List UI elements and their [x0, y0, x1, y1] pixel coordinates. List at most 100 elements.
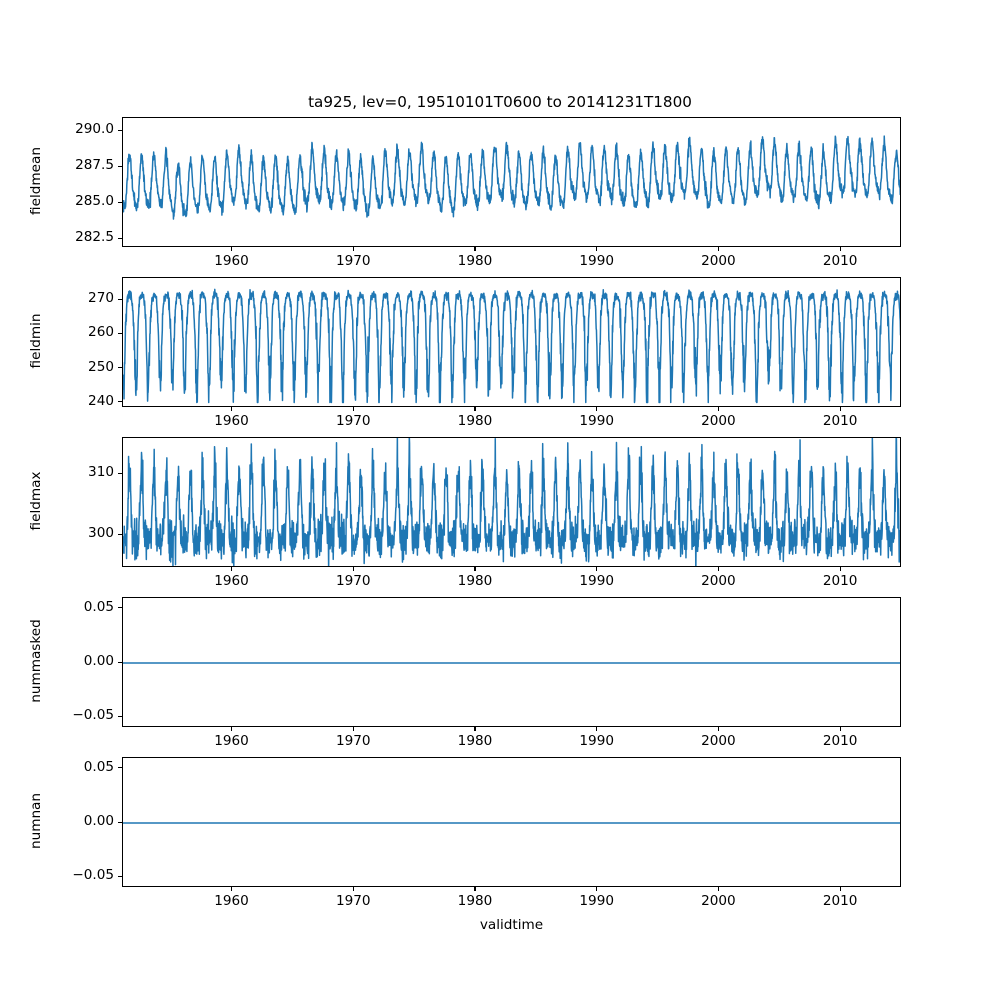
y-tick-label-fieldmin-3: 270 [88, 290, 114, 307]
y-tickmark-fieldmean-2 [117, 165, 122, 167]
y-tickmark-nummasked-2 [117, 607, 122, 609]
x-tick-label-numnan-5: 2010 [822, 893, 858, 909]
y-tick-label-fieldmax-0: 300 [88, 525, 114, 542]
figure-title: ta925, lev=0, 19510101T0600 to 20141231T… [308, 93, 692, 111]
x-tick-label-fieldmax-4: 2000 [701, 573, 736, 589]
y-tick-label-fieldmin-1: 250 [88, 358, 114, 375]
x-tick-label-numnan-4: 2000 [701, 893, 736, 909]
plot-panel-nummasked [122, 597, 901, 727]
plot-panel-fieldmax [122, 437, 901, 567]
y-axis-label-numnan: numnan [28, 792, 44, 850]
x-tickmark-fieldmax-2 [474, 567, 476, 572]
y-tickmark-fieldmax-0 [117, 533, 122, 535]
x-tickmark-nummasked-1 [352, 727, 354, 732]
x-tickmark-fieldmin-3 [596, 407, 598, 412]
x-tickmark-fieldmax-0 [231, 567, 233, 572]
x-tick-label-nummasked-2: 1980 [457, 733, 493, 749]
y-tick-label-nummasked-2: 0.05 [83, 598, 114, 615]
series-canvas-numnan [123, 822, 900, 824]
y-tick-label-fieldmean-2: 287.5 [75, 157, 114, 174]
x-tickmark-fieldmean-5 [839, 247, 841, 252]
x-tickmark-nummasked-0 [231, 727, 233, 732]
x-tick-label-fieldmin-3: 1990 [579, 413, 614, 429]
y-tick-label-fieldmin-2: 260 [88, 324, 114, 341]
x-tick-label-fieldmax-2: 1980 [457, 573, 493, 589]
y-tick-label-numnan-0: −0.05 [72, 867, 114, 884]
x-tick-label-nummasked-0: 1960 [214, 733, 249, 749]
x-tick-label-numnan-0: 1960 [214, 893, 249, 909]
x-tick-label-fieldmax-1: 1970 [335, 573, 371, 589]
x-tickmark-fieldmin-2 [474, 407, 476, 412]
data-line-fieldmax [123, 438, 900, 566]
x-tick-label-nummasked-4: 2000 [701, 733, 736, 749]
x-tickmark-fieldmean-1 [352, 247, 354, 252]
x-tickmark-nummasked-3 [596, 727, 598, 732]
x-tickmark-numnan-0 [231, 887, 233, 892]
x-tickmark-fieldmean-4 [717, 247, 719, 252]
x-tickmark-fieldmean-0 [231, 247, 233, 252]
series-canvas-fieldmax [123, 438, 900, 566]
x-tick-label-fieldmean-4: 2000 [701, 253, 736, 269]
x-tick-label-fieldmin-0: 1960 [214, 413, 249, 429]
y-tick-label-fieldmax-1: 310 [88, 464, 114, 481]
series-canvas-fieldmean [123, 135, 900, 220]
x-tickmark-fieldmean-2 [474, 247, 476, 252]
x-tick-label-nummasked-1: 1970 [335, 733, 371, 749]
x-tick-label-numnan-3: 1990 [579, 893, 614, 909]
y-tickmark-numnan-2 [117, 767, 122, 769]
plot-panel-numnan [122, 757, 901, 887]
x-tick-label-fieldmin-1: 1970 [335, 413, 371, 429]
series-canvas-nummasked [123, 662, 900, 664]
x-tickmark-fieldmin-0 [231, 407, 233, 412]
x-tickmark-numnan-4 [717, 887, 719, 892]
x-tick-label-fieldmin-4: 2000 [701, 413, 736, 429]
y-tickmark-fieldmin-0 [117, 401, 122, 403]
plot-panel-fieldmean [122, 117, 901, 247]
y-tickmark-fieldmax-1 [117, 472, 122, 474]
x-tickmark-fieldmean-3 [596, 247, 598, 252]
x-tick-label-fieldmax-3: 1990 [579, 573, 614, 589]
y-tick-label-fieldmean-3: 290.0 [75, 121, 114, 137]
x-tickmark-fieldmax-5 [839, 567, 841, 572]
x-tickmark-fieldmax-4 [717, 567, 719, 572]
y-tick-label-nummasked-0: −0.05 [72, 707, 114, 724]
data-line-fieldmean [123, 135, 900, 220]
x-tick-label-fieldmax-5: 2010 [822, 573, 858, 589]
x-tickmark-fieldmax-3 [596, 567, 598, 572]
y-tickmark-fieldmin-2 [117, 332, 122, 334]
y-tick-label-fieldmin-0: 240 [88, 392, 114, 409]
plot-panel-fieldmin [122, 277, 901, 407]
x-tick-label-nummasked-3: 1990 [579, 733, 614, 749]
y-tickmark-nummasked-1 [117, 661, 122, 663]
y-tickmark-numnan-1 [117, 821, 122, 823]
y-tick-label-nummasked-1: 0.00 [83, 653, 114, 669]
data-line-fieldmin [123, 288, 900, 404]
x-tickmark-fieldmin-5 [839, 407, 841, 412]
x-tickmark-numnan-3 [596, 887, 598, 892]
x-tick-label-fieldmean-3: 1990 [579, 253, 614, 269]
x-tick-label-fieldmean-0: 1960 [214, 253, 249, 269]
y-tickmark-numnan-0 [117, 875, 122, 877]
x-tickmark-nummasked-2 [474, 727, 476, 732]
x-tick-label-nummasked-5: 2010 [822, 733, 858, 749]
x-tickmark-fieldmin-1 [352, 407, 354, 412]
y-tickmark-fieldmean-0 [117, 237, 122, 239]
y-tick-label-fieldmean-1: 285.0 [75, 193, 114, 210]
x-tick-label-fieldmean-2: 1980 [457, 253, 493, 269]
y-tickmark-fieldmin-3 [117, 298, 122, 300]
x-tickmark-numnan-2 [474, 887, 476, 892]
x-tick-label-fieldmax-0: 1960 [214, 573, 249, 589]
x-tickmark-numnan-1 [352, 887, 354, 892]
x-tick-label-numnan-2: 1980 [457, 893, 493, 909]
x-tick-label-fieldmin-2: 1980 [457, 413, 493, 429]
x-tickmark-fieldmax-1 [352, 567, 354, 572]
y-tickmark-fieldmin-1 [117, 367, 122, 369]
x-tick-label-fieldmean-1: 1970 [335, 253, 371, 269]
x-tickmark-fieldmin-4 [717, 407, 719, 412]
y-tick-label-fieldmean-0: 282.5 [75, 229, 114, 246]
y-tickmark-fieldmean-3 [117, 129, 122, 131]
y-tick-label-numnan-2: 0.05 [83, 758, 114, 775]
y-tickmark-nummasked-0 [117, 715, 122, 717]
x-tickmark-nummasked-4 [717, 727, 719, 732]
y-tick-label-numnan-1: 0.00 [83, 813, 114, 829]
